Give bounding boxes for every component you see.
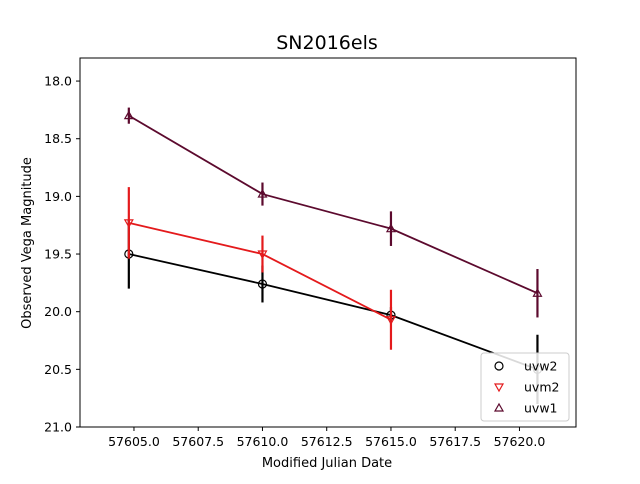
y-tick-label: 21.0: [44, 420, 72, 435]
legend: uvw2 uvm2 uvw1: [480, 352, 570, 422]
legend-box: [480, 352, 570, 422]
x-tick-label: 57615.0: [365, 434, 417, 449]
x-tick-label: 57605.0: [108, 434, 160, 449]
series-line: [128, 253, 538, 371]
data-point: [257, 250, 268, 260]
series-line: [128, 114, 538, 295]
y-tick-label: 19.5: [44, 247, 72, 262]
data-point: [385, 223, 396, 233]
x-tick-label: 57612.5: [301, 434, 353, 449]
y-axis-label: Observed Vega Magnitude: [20, 157, 35, 329]
series-layer: [123, 107, 543, 404]
x-tick-label: 57620.0: [494, 434, 546, 449]
data-point: [257, 188, 268, 198]
data-point: [385, 316, 396, 325]
series-uvw1: [123, 107, 543, 318]
legend-marker: [493, 383, 505, 393]
data-point: [123, 219, 134, 229]
series-uvw2: [124, 219, 543, 404]
data-point: [123, 110, 134, 120]
x-tick-label: 57610.0: [237, 434, 289, 449]
y-tick-label: 18.5: [44, 131, 72, 146]
legend-marker: [493, 402, 505, 412]
y-tick-label: 18.0: [44, 74, 72, 89]
legend-label: uvm2: [524, 380, 559, 395]
chart-title: SN2016els: [276, 32, 378, 54]
data-point: [532, 288, 543, 297]
y-tick-label: 20.5: [44, 362, 72, 377]
series-uvm2: [123, 187, 396, 350]
ticks-layer: 57605.0 57607.5 57610.0 57612.5 57615.0 57617…: [44, 74, 545, 449]
x-axis-label: Modified Julian Date: [262, 456, 392, 471]
y-tick-label: 20.0: [44, 304, 72, 319]
legend-label: uvw2: [524, 359, 558, 374]
data-point: [257, 279, 268, 289]
y-tick-label: 19.0: [44, 189, 72, 204]
legend-label: uvw1: [524, 401, 558, 416]
x-tick-label: 57607.5: [172, 434, 224, 449]
x-tick-label: 57617.5: [429, 434, 481, 449]
legend-marker: [494, 361, 504, 371]
plot-frame: [79, 57, 577, 428]
